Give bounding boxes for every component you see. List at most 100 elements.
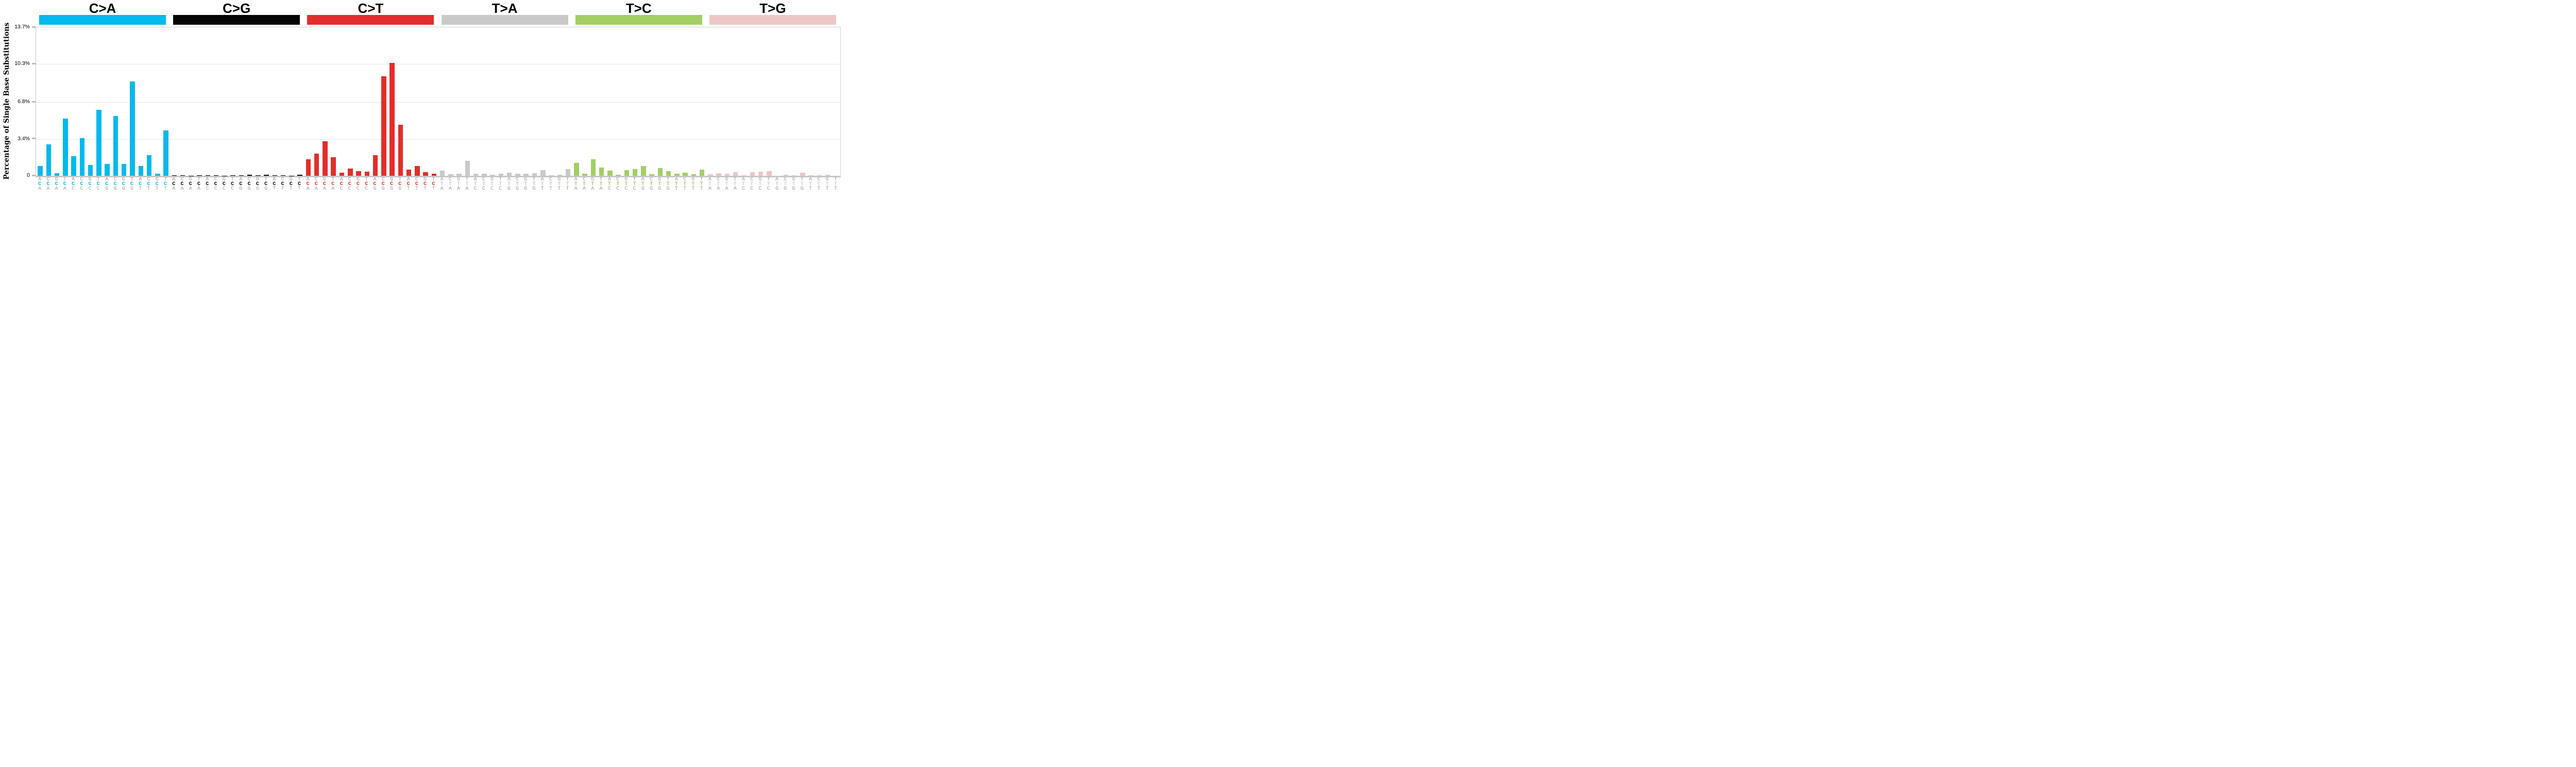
- bar-CCA-C-to-A[interactable]: [71, 156, 76, 176]
- bar-GTC-T-to-G[interactable]: [783, 174, 789, 176]
- bar-CCA-C-to-T[interactable]: [339, 173, 345, 176]
- bar-GCG-C-to-T[interactable]: [389, 63, 395, 176]
- bar-ACA-C-to-A[interactable]: [38, 166, 43, 176]
- bar-GTT-T-to-A[interactable]: [532, 173, 537, 176]
- bar-TTA-T-to-C[interactable]: [674, 173, 680, 176]
- bar-GTA-T-to-A[interactable]: [506, 173, 512, 176]
- bar-GTT-T-to-G[interactable]: [800, 173, 805, 176]
- bar-ATC-T-to-C[interactable]: [582, 174, 587, 176]
- bar-CCC-C-to-A[interactable]: [79, 138, 85, 176]
- bar-GCT-C-to-G[interactable]: [264, 174, 269, 176]
- bar-ATA-T-to-C[interactable]: [574, 162, 579, 176]
- bar-CTA-T-to-G[interactable]: [741, 175, 747, 176]
- bar-CTC-T-to-A[interactable]: [482, 173, 487, 176]
- bar-TCG-C-to-T[interactable]: [423, 172, 428, 176]
- bar-ACC-C-to-G[interactable]: [180, 175, 185, 176]
- bar-ATG-T-to-C[interactable]: [590, 159, 596, 176]
- bar-ACG-C-to-A[interactable]: [54, 173, 60, 176]
- bar-TCC-C-to-T[interactable]: [415, 166, 420, 176]
- bar-CCC-C-to-T[interactable]: [348, 168, 353, 176]
- bar-ACG-C-to-T[interactable]: [323, 141, 328, 176]
- bar-ACT-C-to-A[interactable]: [63, 118, 68, 176]
- bar-CTT-T-to-C[interactable]: [632, 169, 638, 176]
- x-label-char: T: [574, 181, 578, 187]
- bar-GCA-C-to-G[interactable]: [239, 175, 244, 176]
- bar-TTT-T-to-A[interactable]: [565, 169, 571, 176]
- bar-GCG-C-to-A[interactable]: [121, 163, 127, 176]
- bar-CTG-T-to-A[interactable]: [490, 175, 495, 176]
- bar-TCT-C-to-A[interactable]: [163, 130, 168, 176]
- bar-GTC-T-to-A[interactable]: [515, 174, 520, 176]
- x-label-char: C: [406, 181, 410, 187]
- bar-TTT-T-to-C[interactable]: [699, 170, 705, 176]
- bar-ATT-T-to-C[interactable]: [599, 168, 604, 176]
- bar-ACT-C-to-T[interactable]: [331, 157, 336, 176]
- bar-ATG-T-to-G[interactable]: [724, 174, 730, 176]
- bar-ATG-T-to-A[interactable]: [456, 173, 462, 176]
- bar-ATC-T-to-A[interactable]: [448, 174, 453, 176]
- bar-CTC-T-to-C[interactable]: [616, 174, 621, 176]
- bar-ATT-T-to-G[interactable]: [733, 172, 738, 176]
- bar-ACA-C-to-T[interactable]: [306, 159, 311, 176]
- bar-CCA-C-to-G[interactable]: [205, 175, 211, 176]
- bar-CTT-T-to-G[interactable]: [767, 171, 772, 176]
- bar-GCG-C-to-G[interactable]: [256, 175, 261, 176]
- bar-CCT-C-to-A[interactable]: [96, 109, 101, 176]
- bar-CCG-C-to-A[interactable]: [88, 164, 93, 176]
- bar-CTC-T-to-G[interactable]: [750, 172, 755, 176]
- bar-GTG-T-to-C[interactable]: [657, 168, 663, 176]
- bar-ATA-T-to-A[interactable]: [439, 171, 445, 176]
- bar-GTG-T-to-A[interactable]: [523, 174, 529, 176]
- bar-GCA-C-to-A[interactable]: [105, 163, 110, 176]
- bar-GTA-T-to-C[interactable]: [641, 165, 646, 176]
- bar-CCC-C-to-G[interactable]: [213, 175, 219, 176]
- bar-TTG-T-to-C[interactable]: [691, 174, 697, 176]
- bar-GCC-C-to-T[interactable]: [381, 76, 386, 176]
- bar-CTT-T-to-A[interactable]: [498, 174, 504, 176]
- bar-TTC-T-to-G[interactable]: [817, 175, 822, 176]
- bar-GTT-T-to-C[interactable]: [666, 171, 671, 176]
- bar-GTC-T-to-C[interactable]: [649, 174, 654, 176]
- bar-CCT-C-to-T[interactable]: [364, 172, 370, 176]
- bar-CTG-T-to-C[interactable]: [624, 170, 630, 176]
- bar-ATT-T-to-A[interactable]: [465, 160, 470, 176]
- bar-TTA-T-to-G[interactable]: [808, 175, 814, 176]
- bar-GCC-C-to-G[interactable]: [247, 174, 252, 176]
- bar-TTC-T-to-C[interactable]: [683, 173, 688, 176]
- bar-TCA-C-to-G[interactable]: [272, 175, 278, 176]
- bar-CTA-T-to-A[interactable]: [473, 174, 479, 176]
- bar-TCA-C-to-A[interactable]: [138, 166, 143, 176]
- bar-TCT-C-to-T[interactable]: [431, 173, 437, 176]
- bar-TCC-C-to-G[interactable]: [280, 175, 286, 176]
- bar-ACC-C-to-T[interactable]: [314, 153, 319, 176]
- bar-CTA-T-to-C[interactable]: [607, 170, 613, 176]
- bar-GCT-C-to-A[interactable]: [130, 81, 135, 176]
- bar-GCC-C-to-A[interactable]: [113, 116, 118, 176]
- bar-ACT-C-to-G[interactable]: [197, 175, 202, 176]
- x-label-char: T: [650, 181, 653, 187]
- bar-ACC-C-to-A[interactable]: [46, 144, 52, 176]
- bar-TCT-C-to-G[interactable]: [297, 174, 302, 176]
- bar-TCA-C-to-T[interactable]: [406, 170, 412, 176]
- x-label-char: T: [700, 181, 703, 187]
- bar-CCG-C-to-T[interactable]: [356, 171, 361, 176]
- bar-TCG-C-to-A[interactable]: [155, 173, 160, 176]
- x-label-char: T: [540, 181, 544, 187]
- bar-CCT-C-to-G[interactable]: [230, 175, 235, 176]
- x-label-char: T: [231, 177, 234, 182]
- bar-GTG-T-to-G[interactable]: [791, 175, 797, 176]
- bar-ATA-T-to-G[interactable]: [708, 174, 713, 176]
- bar-CTG-T-to-G[interactable]: [758, 171, 764, 176]
- bar-TTC-T-to-A[interactable]: [549, 175, 554, 176]
- bar-TTA-T-to-A[interactable]: [540, 170, 546, 176]
- bar-ATC-T-to-G[interactable]: [716, 173, 721, 176]
- bar-TCC-C-to-A[interactable]: [146, 155, 152, 176]
- bar-GCT-C-to-T[interactable]: [398, 125, 403, 176]
- x-label-char: A: [273, 177, 276, 182]
- bar-TTG-T-to-A[interactable]: [557, 174, 563, 176]
- bar-TTG-T-to-G[interactable]: [825, 174, 831, 176]
- x-label-char: C: [415, 177, 418, 182]
- bar-ACA-C-to-G[interactable]: [172, 175, 177, 176]
- bar-GCA-C-to-T[interactable]: [372, 155, 378, 176]
